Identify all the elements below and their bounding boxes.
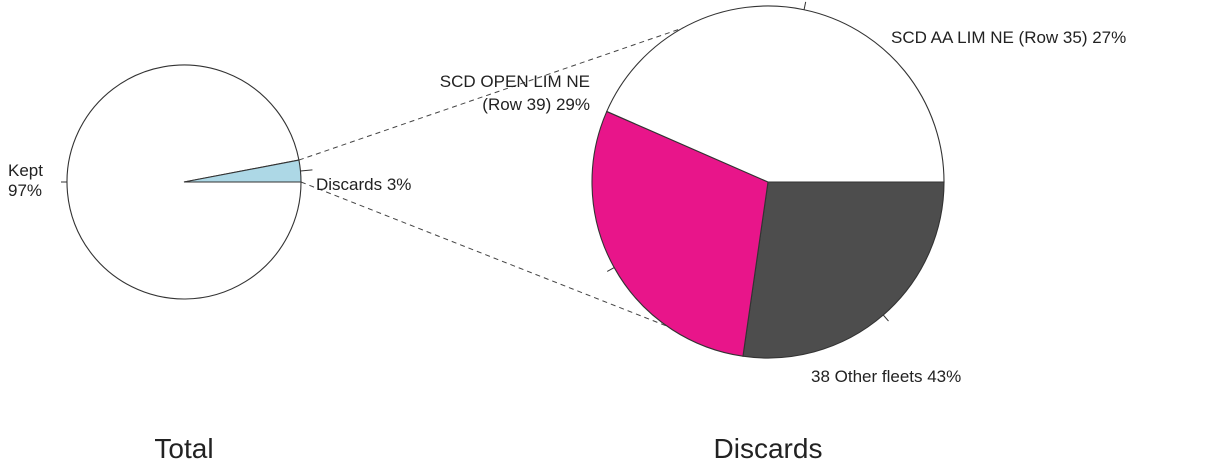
pie-discards bbox=[591, 5, 945, 359]
leader-tick-scd-open bbox=[606, 267, 615, 272]
leader-tick-scd-aa bbox=[882, 314, 889, 322]
leader-tick-other-fleets bbox=[803, 1, 807, 10]
pie-total bbox=[66, 64, 302, 300]
connector-line-top bbox=[298, 7, 741, 161]
chart-title-total: Total bbox=[154, 433, 213, 463]
slice-label-scd-open-lim-ne: SCD OPEN LIM NE (Row 39) 29% bbox=[440, 72, 590, 114]
slice-label-other-fleets: 38 Other fleets 43% bbox=[811, 367, 961, 386]
slice-label-discards: Discards 3% bbox=[316, 175, 411, 194]
discards-slice-scd-aa-lim-ne-row-35 bbox=[742, 181, 945, 359]
slice-labels: Kept 97% Discards 3% SCD AA LIM NE (Row 35)… bbox=[8, 1, 1126, 386]
slice-label-kept: Kept 97% bbox=[8, 161, 43, 200]
leader-tick-discards bbox=[300, 169, 313, 172]
slice-label-scd-aa-lim-ne: SCD AA LIM NE (Row 35) 27% bbox=[891, 28, 1126, 47]
chart-title-discards: Discards bbox=[714, 433, 823, 463]
